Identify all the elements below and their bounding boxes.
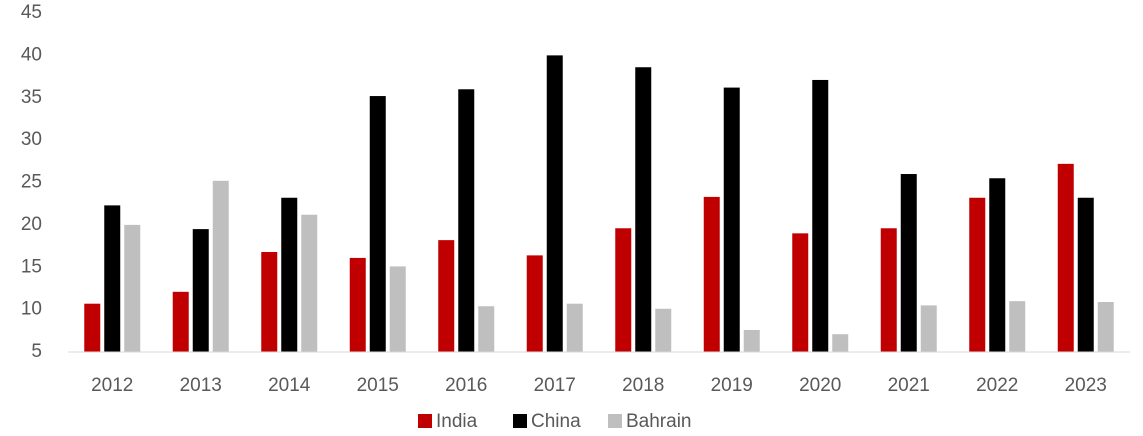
- bar: [969, 197, 986, 352]
- bar: [1097, 301, 1114, 352]
- y-tick-label: 35: [21, 87, 42, 108]
- legend-swatch: [513, 414, 527, 428]
- bar: [349, 257, 366, 352]
- bar: [212, 180, 229, 352]
- y-tick-label: 25: [21, 172, 42, 193]
- bar: [832, 334, 849, 352]
- bar: [84, 303, 101, 352]
- legend-swatch: [608, 414, 622, 428]
- bar: [124, 224, 141, 352]
- bar: [301, 214, 318, 352]
- bar: [389, 266, 406, 352]
- x-tick-label: 2013: [180, 375, 222, 396]
- x-tick-label: 2019: [711, 375, 753, 396]
- x-tick-label: 2016: [445, 375, 487, 396]
- bar: [261, 251, 278, 352]
- legend-label: China: [531, 411, 581, 432]
- bar: [655, 308, 672, 352]
- bar: [743, 329, 760, 352]
- bar: [723, 87, 740, 352]
- bar: [880, 228, 897, 352]
- bar: [1057, 163, 1074, 352]
- y-tick-label: 10: [21, 299, 42, 320]
- bar: [615, 228, 632, 352]
- legend-swatch: [418, 414, 432, 428]
- bar: [192, 229, 209, 352]
- x-tick-label: 2014: [268, 375, 311, 396]
- y-tick-label: 20: [21, 214, 42, 235]
- bar: [1009, 301, 1026, 352]
- y-tick-label: 5: [31, 341, 42, 362]
- x-tick-label: 2023: [1065, 375, 1107, 396]
- bar: [546, 55, 563, 352]
- y-tick-label: 40: [21, 44, 42, 65]
- legend-label: India: [436, 411, 478, 432]
- y-tick-label: 45: [21, 2, 42, 23]
- x-tick-label: 2017: [534, 375, 576, 396]
- bar: [172, 291, 189, 352]
- bar: [458, 89, 475, 353]
- x-tick-label: 2015: [357, 375, 399, 396]
- bar: [1077, 197, 1094, 352]
- bar: [526, 255, 543, 352]
- x-tick-label: 2022: [976, 375, 1018, 396]
- bar: [989, 178, 1006, 352]
- x-tick-label: 2020: [799, 375, 841, 396]
- bar: [635, 67, 652, 353]
- bar: [920, 305, 937, 352]
- x-tick-label: 2012: [91, 375, 133, 396]
- y-tick-label: 30: [21, 129, 42, 150]
- bar: [104, 205, 121, 352]
- bar: [566, 303, 583, 352]
- bar: [369, 96, 386, 353]
- bar: [281, 197, 298, 352]
- y-tick-label: 15: [21, 256, 42, 277]
- x-tick-label: 2021: [888, 375, 930, 396]
- x-tick-label: 2018: [622, 375, 664, 396]
- bar: [792, 233, 809, 352]
- bar: [703, 196, 720, 352]
- bar: [438, 240, 455, 352]
- bar: [900, 174, 917, 352]
- legend-label: Bahrain: [626, 411, 692, 432]
- bar: [812, 79, 829, 352]
- bar: [478, 306, 495, 352]
